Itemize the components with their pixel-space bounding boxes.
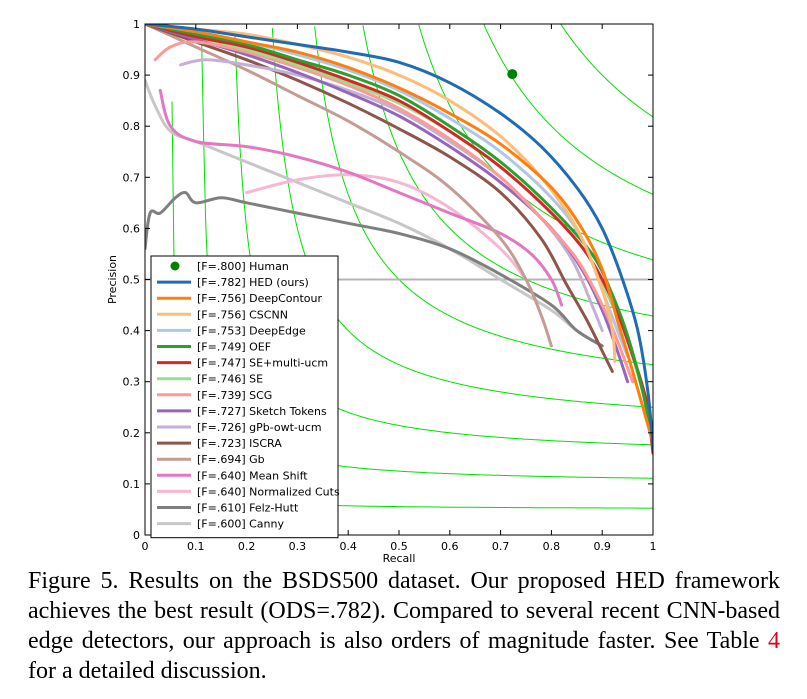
caption-text: Figure 5. Results on the BSDS500 dataset…: [28, 568, 780, 654]
legend-label-9: [F=.726] gPb-owt-ucm: [197, 421, 322, 434]
series-line-1: [145, 24, 653, 445]
legend: [F=.800] Human [F=.782] HED (ours) [F=.756…: [150, 255, 340, 539]
legend-label-12: [F=.640] Mean Shift: [197, 469, 308, 482]
y-tick-label: 0.6: [123, 222, 141, 235]
legend-label-10: [F=.723] ISCRA: [197, 437, 282, 450]
series-line-10: [145, 24, 614, 373]
series-line-0: [145, 24, 653, 450]
y-tick-label: 0: [133, 529, 140, 542]
iso-f-curve: [560, 24, 653, 118]
x-tick-label: 0.9: [593, 540, 611, 553]
series-line-4: [145, 24, 653, 445]
legend-label-15: [F=.600] Canny: [197, 518, 284, 531]
caption-text-end: for a detailed discussion.: [28, 658, 267, 684]
legend-label-14: [F=.610] Felz-Hutt: [197, 502, 299, 515]
y-tick-label: 0.5: [123, 274, 141, 287]
series-line-15: [145, 78, 604, 348]
series-line-9: [179, 58, 604, 333]
x-tick-label: 0.8: [543, 540, 561, 553]
x-tick-label: 0.6: [441, 540, 459, 553]
y-axis-label: Precision: [106, 255, 119, 304]
y-tick-label: 0.8: [123, 120, 141, 133]
legend-label-11: [F=.694] Gb: [197, 453, 265, 466]
legend-swatch-human: [170, 261, 180, 271]
legend-label-0: [F=.782] HED (ours): [197, 276, 309, 289]
table-reference-link[interactable]: 4: [768, 628, 780, 654]
series-line-5: [145, 24, 653, 455]
x-tick-label: 1: [650, 540, 657, 553]
iso-f-curve: [418, 24, 653, 261]
y-tick-label: 0.2: [123, 427, 141, 440]
legend-label-1: [F=.756] DeepContour: [197, 292, 323, 305]
iso-f-curve: [314, 26, 653, 366]
x-tick-label: 0.4: [339, 540, 357, 553]
x-tick-label: 0.2: [238, 540, 256, 553]
human-point: [507, 69, 518, 80]
x-tick-label: 0.1: [187, 540, 205, 553]
legend-label-13: [F=.640] Normalized Cuts: [197, 485, 340, 498]
figure-caption: Figure 5. Results on the BSDS500 dataset…: [28, 566, 780, 686]
x-tick-label: 0.7: [492, 540, 510, 553]
y-tick-label: 0.1: [123, 478, 141, 491]
legend-label-8: [F=.727] Sketch Tokens: [197, 405, 327, 418]
legend-label-5: [F=.747] SE+multi-ucm: [197, 357, 328, 370]
series-line-13: [245, 173, 528, 281]
series-line-14: [145, 190, 604, 348]
y-tick-label: 0.7: [123, 171, 141, 184]
pr-chart: 0 0.1 0.2 0.3 0.4 0.5 0.6 0.7 0.8 0.9 1 0 0.1 0.2 0.3 0…: [106, 18, 657, 565]
y-tick-label: 1: [133, 18, 140, 31]
precision-recall-chart: 0 0.1 0.2 0.3 0.4 0.5 0.6 0.7 0.8 0.9 1 0 0.1 0.2 0.3 0…: [106, 18, 657, 565]
y-tick-label: 0.9: [123, 69, 141, 82]
x-tick-label: 0: [142, 540, 149, 553]
legend-label-3: [F=.753] DeepEdge: [197, 324, 306, 337]
series-line-8: [145, 24, 630, 384]
series-line-12: [158, 88, 564, 307]
legend-label-4: [F=.749] OEF: [197, 341, 271, 354]
iso-f-curve: [362, 25, 653, 317]
legend-label-human: [F=.800] Human: [197, 260, 289, 273]
legend-label-7: [F=.739] SCG: [197, 389, 272, 402]
legend-label-2: [F=.756] CSCNN: [197, 308, 288, 321]
series-line-2: [145, 24, 617, 363]
y-tick-label: 0.3: [123, 376, 141, 389]
x-tick-label: 0.3: [289, 540, 307, 553]
series-line-7: [153, 40, 635, 384]
plot-area: [145, 24, 653, 509]
y-tick-label: 0.4: [123, 325, 141, 338]
x-axis-label: Recall: [383, 552, 416, 565]
legend-label-6: [F=.746] SE: [197, 373, 263, 386]
x-tick-label: 0.5: [390, 540, 408, 553]
